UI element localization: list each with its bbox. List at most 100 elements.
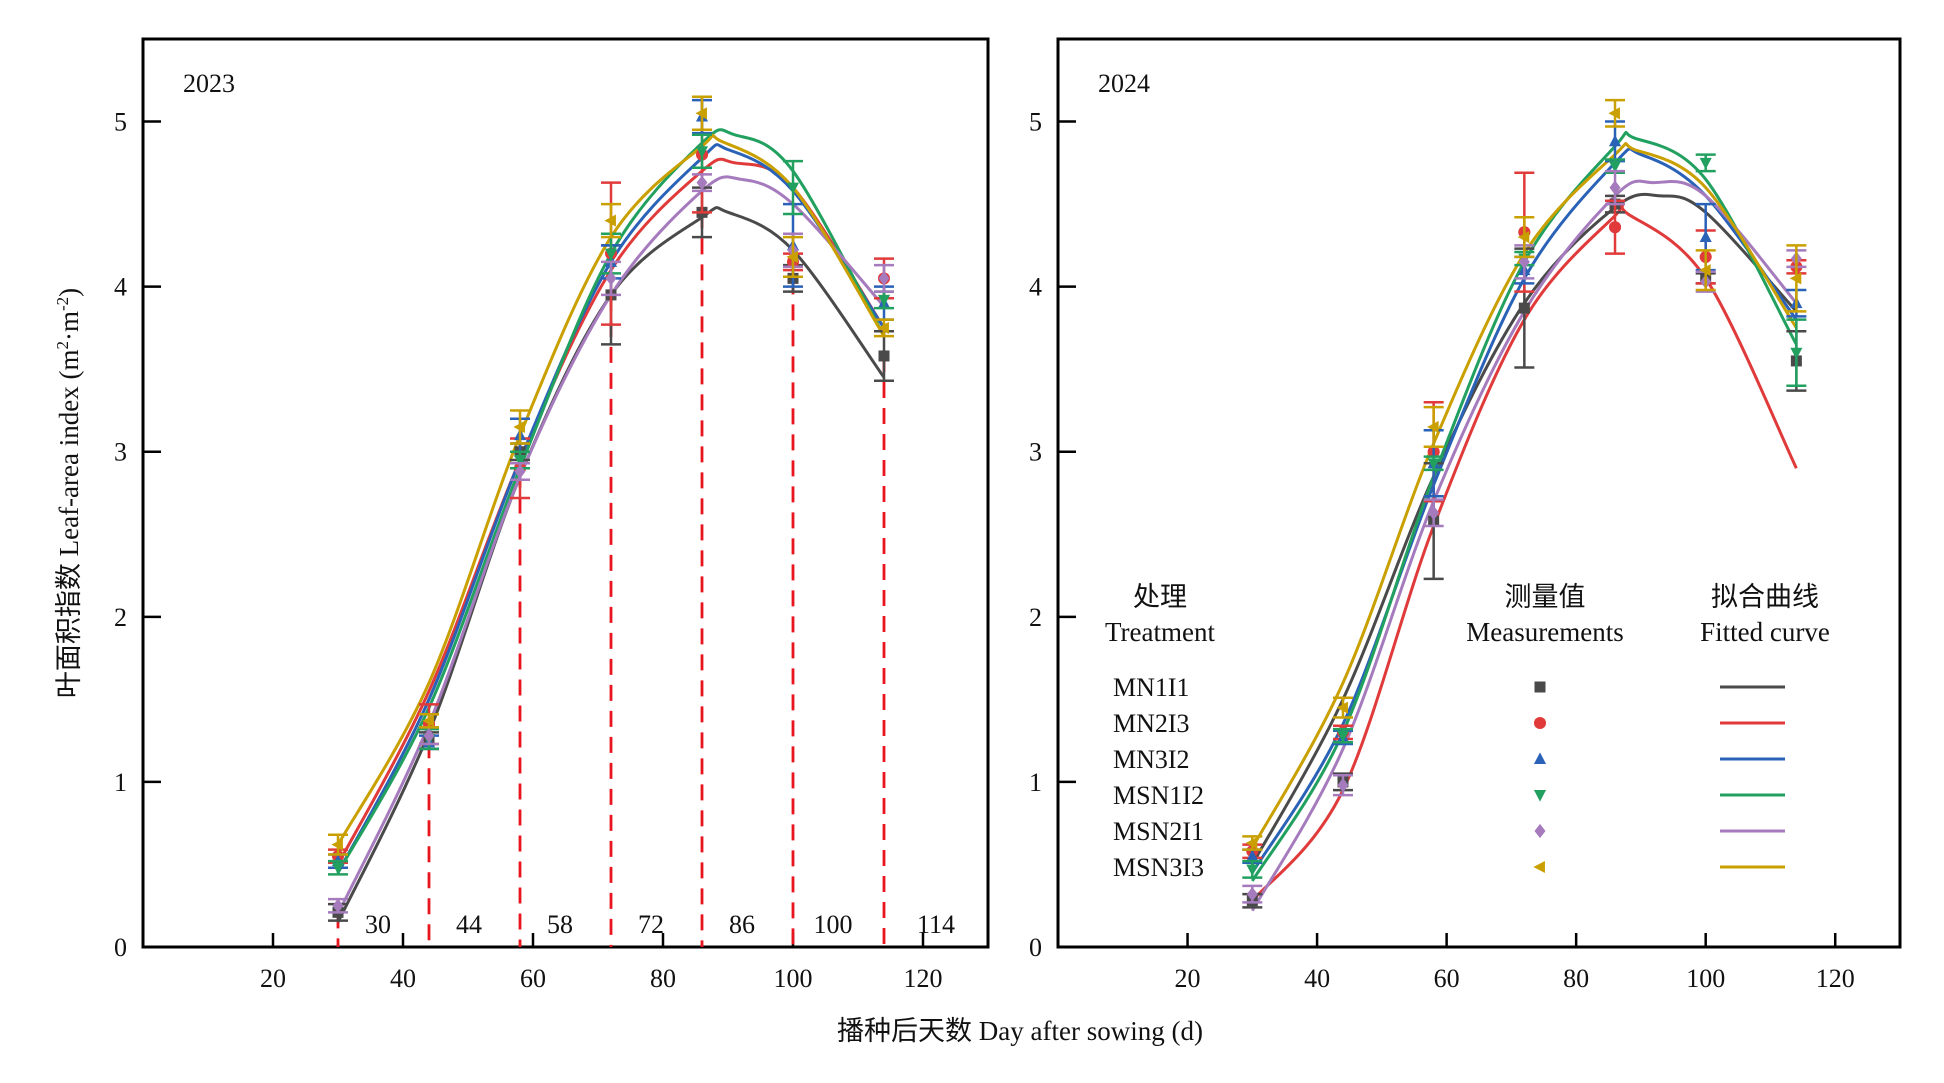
- series-msn3i3: [1242, 98, 1807, 851]
- x-tick-label: 80: [650, 964, 676, 993]
- legend-label: MN3I2: [1113, 745, 1190, 774]
- data-point: [1699, 230, 1712, 243]
- data-point: [1608, 221, 1622, 234]
- x-tick-label: 80: [1563, 964, 1589, 993]
- data-point: [423, 728, 435, 743]
- fitted-curve-msn2i1: [1251, 179, 1798, 912]
- data-point: [1608, 161, 1622, 173]
- y-tick-label: 3: [114, 438, 127, 467]
- legend-label: MN1I1: [1113, 673, 1190, 702]
- data-point: [1246, 849, 1259, 862]
- data-point: [878, 271, 890, 286]
- legend-marker: [1533, 716, 1547, 730]
- data-point: [695, 146, 709, 158]
- legend-marker: [1534, 681, 1546, 693]
- legend-marker: [1533, 790, 1547, 802]
- data-point: [513, 455, 527, 467]
- legend-header-measurements-en: Measurements: [1466, 617, 1623, 647]
- data-point: [1518, 254, 1530, 270]
- y-axis-title-mid: ·m: [54, 311, 84, 341]
- data-point: [332, 898, 344, 913]
- legend-row: MN3I2: [1113, 745, 1785, 774]
- data-point: [604, 248, 618, 261]
- legend-label: MSN3I3: [1113, 853, 1204, 882]
- y-tick-label: 1: [114, 768, 127, 797]
- measured-points: [328, 95, 894, 922]
- data-point: [422, 714, 434, 727]
- x-tick-label: 20: [1175, 964, 1201, 993]
- data-point: [1517, 231, 1530, 244]
- x-tick-label: 100: [1686, 964, 1725, 993]
- data-point: [605, 271, 617, 286]
- sampling-day-label: 30: [365, 910, 391, 939]
- legend-row: MSN3I3: [1113, 853, 1785, 882]
- y-ticks: 0 1 2 3 4 5: [114, 108, 161, 962]
- y-axis-title-end: ): [54, 288, 84, 297]
- data-point: [1336, 730, 1350, 743]
- data-point: [1245, 836, 1258, 850]
- plot-frame: [141, 37, 990, 949]
- sampling-day-label: 100: [814, 910, 853, 939]
- x-tick-label: 120: [1816, 964, 1855, 993]
- series-msn3i3: [328, 95, 894, 856]
- y-axis-title-text: 叶面积指数 Leaf-area index (m2·m-2): [53, 288, 84, 698]
- data-point: [514, 464, 526, 479]
- legend-header-treatment-cn: 处理: [1133, 582, 1187, 612]
- y-axis-title-sup2: -2: [53, 297, 72, 311]
- sampling-day-label: 72: [638, 910, 664, 939]
- measured-points: [1242, 98, 1807, 909]
- legend-header-fitted-cn: 拟合曲线: [1711, 582, 1819, 612]
- data-point: [786, 182, 800, 195]
- x-tick-label: 60: [1434, 964, 1460, 993]
- data-point: [1608, 107, 1620, 120]
- data-point: [1699, 157, 1712, 170]
- data-point: [1427, 458, 1440, 470]
- legend-row: MN2I3: [1113, 709, 1785, 738]
- data-point: [331, 838, 343, 851]
- data-point: [1699, 264, 1711, 277]
- y-tick-label: 5: [114, 108, 127, 137]
- panel-label: 2023: [183, 69, 235, 98]
- data-point: [877, 294, 891, 307]
- sampling-day-label: 114: [917, 910, 955, 939]
- legend-header-measurements-cn: 测量值: [1505, 582, 1586, 612]
- series-msn1i2: [1242, 153, 1807, 879]
- series-mn1i1: [1242, 194, 1807, 909]
- x-ticks: 20 40 60 80 100 120: [1175, 933, 1855, 993]
- data-point: [1246, 864, 1259, 877]
- x-tick-label: 120: [904, 964, 943, 993]
- x-tick-label: 100: [774, 964, 813, 993]
- x-tick-label: 40: [1304, 964, 1330, 993]
- y-tick-label: 5: [1029, 108, 1042, 137]
- data-point: [1337, 778, 1349, 793]
- plot-frame: [1056, 37, 1902, 949]
- data-point: [878, 350, 890, 362]
- legend-rows: MN1I1 MN2I3 MN3I2 MSN1I2 MSN2I1 MSN3I3: [1113, 673, 1785, 882]
- data-point: [1427, 420, 1439, 434]
- y-tick-label: 2: [1029, 603, 1042, 632]
- y-ticks: 0 1 2 3 4 5: [1029, 108, 1076, 962]
- data-point: [695, 107, 707, 120]
- legend-marker: [1533, 752, 1547, 764]
- y-tick-label: 0: [1029, 933, 1042, 962]
- legend-label: MN2I3: [1113, 709, 1190, 738]
- sampling-day-markers: 30 44 58 72 86 100 114: [336, 212, 955, 947]
- x-tick-label: 60: [520, 964, 546, 993]
- x-tick-label: 20: [260, 964, 286, 993]
- panel-2023: 2023 20 40 60 80 100 120 0 1 2 3 4 5 30 44 58 72 86 100 114: [114, 37, 990, 993]
- data-point: [1609, 180, 1621, 195]
- data-point: [1608, 134, 1622, 147]
- legend-row: MSN1I2: [1113, 781, 1785, 810]
- legend-label: MSN1I2: [1113, 781, 1204, 810]
- data-point: [513, 420, 525, 434]
- legend: 处理 Treatment 测量值 Measurements 拟合曲线 Fitte…: [1105, 582, 1830, 882]
- y-axis-title-sup1: 2: [53, 341, 72, 350]
- panel-label: 2024: [1098, 69, 1150, 98]
- data-point: [696, 175, 708, 190]
- y-tick-label: 4: [1029, 273, 1042, 302]
- data-point: [786, 250, 798, 263]
- legend-row: MSN2I1: [1113, 817, 1785, 846]
- sampling-day-label: 86: [729, 910, 755, 939]
- sampling-day-label: 44: [456, 910, 482, 939]
